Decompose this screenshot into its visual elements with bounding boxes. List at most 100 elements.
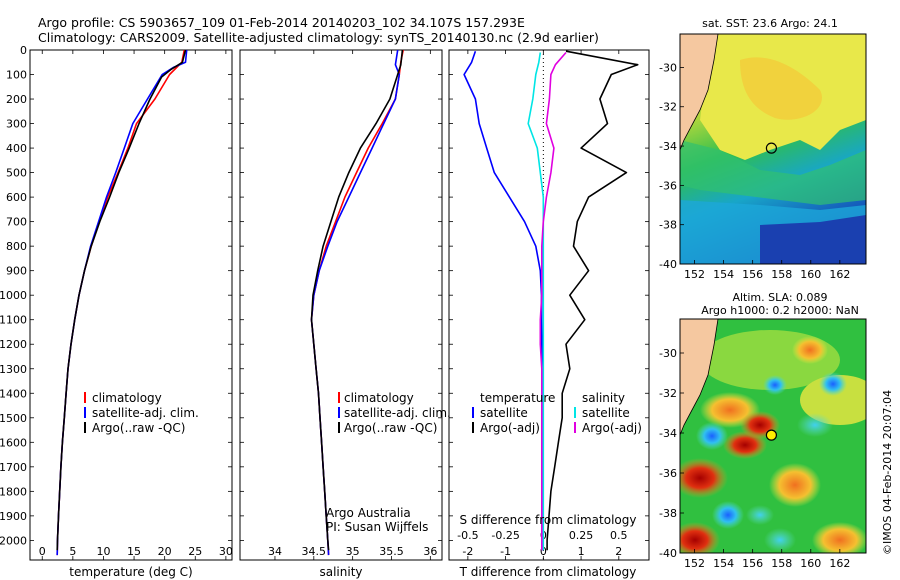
x-tick-label: 10	[96, 545, 110, 558]
map-y-tick-label: -34	[659, 427, 677, 440]
depth-tick-label: 1900	[0, 510, 27, 523]
difference-panel-frame	[448, 49, 650, 561]
difference-legend: temperature salinity satellite Argo(-adj…	[472, 391, 642, 435]
salinity-legend: climatology satellite-adj. clim. Argo(..…	[338, 391, 451, 435]
x-top-tick-label: -0.25	[491, 529, 519, 542]
map-x-tick-label: 156	[742, 557, 763, 570]
depth-tick-labels: 0 100 200 300 400 500 600 700 800 900 1000 1100 1200…	[0, 44, 27, 547]
depth-tick-label: 0	[20, 44, 27, 57]
difference-xlabel: T difference from climatology	[459, 565, 637, 579]
x-tick-label: 0	[39, 545, 46, 558]
legend-label-argo: Argo(..raw -QC)	[92, 421, 185, 435]
map-x-tick-label: 156	[742, 268, 763, 281]
depth-tick-label: 500	[6, 167, 27, 180]
diff-legend-temperature: temperature	[480, 391, 555, 405]
depth-tick-label: 1000	[0, 289, 27, 302]
x-tick-label: 35	[346, 545, 360, 558]
sst-map-title: sat. SST: 23.6 Argo: 24.1	[702, 17, 838, 30]
depth-tick-label: 2000	[0, 534, 27, 547]
map-x-tick-label: 158	[771, 557, 792, 570]
sla-map-subtitle: Argo h1000: 0.2 h2000: NaN	[701, 304, 859, 317]
x-tick-label: 20	[158, 545, 172, 558]
series-line-argo-raw-qc-	[56, 49, 187, 551]
x-tick-label: -2	[462, 545, 473, 558]
diff-legend-t-argo: Argo(-adj)	[480, 421, 540, 435]
sst-map-ticks: 152 154 156 158 160 162 -30 -32 -34 -36 -38 -40	[659, 61, 850, 281]
x-tick-label: 1	[578, 545, 585, 558]
depth-tick-label: 700	[6, 216, 27, 229]
salinity-panel-frame	[239, 49, 443, 561]
map-y-tick-label: -32	[659, 101, 677, 114]
diff-legend-t-satellite: satellite	[480, 406, 528, 420]
sla-map-title: Altim. SLA: 0.089	[732, 291, 827, 304]
x-tick-label: 30	[219, 545, 233, 558]
temperature-curves	[56, 49, 188, 556]
depth-tick-label: 600	[6, 191, 27, 204]
map-y-tick-label: -32	[659, 387, 677, 400]
temperature-xlabel: temperature (deg C)	[69, 565, 192, 579]
depth-tick-label: 1700	[0, 461, 27, 474]
series-line-t-satellite	[463, 50, 544, 551]
legend-label-climatology: climatology	[344, 391, 414, 405]
series-line-t-argo-adj-	[546, 50, 639, 551]
depth-tick-label: 900	[6, 265, 27, 278]
map-y-tick-label: -34	[659, 140, 677, 153]
map-y-tick-label: -30	[659, 347, 677, 360]
temperature-panel-frame	[29, 49, 233, 561]
axes-ticks: 0 5 10 15 20 25 30 34 34.5 35 35.5 36 -2 -1 0 1 2 -0.5 -0.…	[30, 49, 649, 560]
legend-label-satellite: satellite-adj. clim.	[92, 406, 199, 420]
x-top-tick-label: -0.5	[457, 529, 478, 542]
map-y-tick-label: -40	[659, 547, 677, 560]
series-line-satellite-adj-clim-	[56, 49, 188, 556]
x-tick-label: 36	[423, 545, 437, 558]
argo-note-line2: PI: Susan Wijffels	[326, 520, 428, 534]
series-line-s-satellite	[527, 52, 545, 551]
depth-tick-label: 1200	[0, 338, 27, 351]
map-y-tick-label: -38	[659, 507, 677, 520]
map-x-tick-label: 152	[684, 557, 705, 570]
series-line-climatology	[56, 49, 186, 556]
x-tick-label: 34.5	[302, 545, 327, 558]
legend-label-satellite: satellite-adj. clim.	[344, 406, 451, 420]
difference-xlabel-top: S difference from climatology	[460, 513, 637, 527]
diff-legend-s-argo: Argo(-adj)	[582, 421, 642, 435]
map-y-tick-label: -36	[659, 179, 677, 192]
map-y-tick-label: -38	[659, 219, 677, 232]
series-line-argo-raw-qc-	[310, 49, 404, 551]
map-x-tick-label: 158	[771, 268, 792, 281]
series-line-climatology	[310, 49, 404, 556]
x-tick-label: 5	[69, 545, 76, 558]
depth-tick-label: 100	[6, 69, 27, 82]
sla-argo-position-marker	[765, 429, 778, 441]
x-tick-label: 34	[268, 545, 282, 558]
map-x-tick-label: 160	[800, 268, 821, 281]
x-tick-label: 35.5	[379, 545, 404, 558]
depth-tick-label: 1600	[0, 436, 27, 449]
depth-tick-label: 800	[6, 240, 27, 253]
map-x-tick-label: 152	[684, 268, 705, 281]
salinity-xlabel: salinity	[319, 565, 362, 579]
argo-note-line1: Argo Australia	[326, 506, 411, 520]
map-y-tick-label: -36	[659, 467, 677, 480]
depth-tick-label: 1800	[0, 485, 27, 498]
depth-tick-label: 1100	[0, 314, 27, 327]
x-top-tick-label: 0.25	[569, 529, 594, 542]
diff-legend-salinity: salinity	[582, 391, 625, 405]
salinity-curves	[310, 49, 404, 556]
diff-legend-s-satellite: satellite	[582, 406, 630, 420]
map-x-tick-label: 162	[829, 268, 850, 281]
map-y-tick-label: -40	[659, 258, 677, 271]
depth-tick-label: 200	[6, 93, 27, 106]
depth-tick-label: 1400	[0, 387, 27, 400]
sst-argo-position-marker	[765, 142, 778, 154]
map-x-tick-label: 162	[829, 557, 850, 570]
x-top-tick-label: 0.5	[610, 529, 628, 542]
x-tick-label: 0	[540, 545, 547, 558]
sst-map-frame	[679, 33, 867, 265]
map-x-tick-label: 154	[713, 268, 734, 281]
depth-tick-label: 1300	[0, 363, 27, 376]
x-tick-label: -1	[500, 545, 511, 558]
x-tick-label: 25	[188, 545, 202, 558]
legend-label-climatology: climatology	[92, 391, 162, 405]
